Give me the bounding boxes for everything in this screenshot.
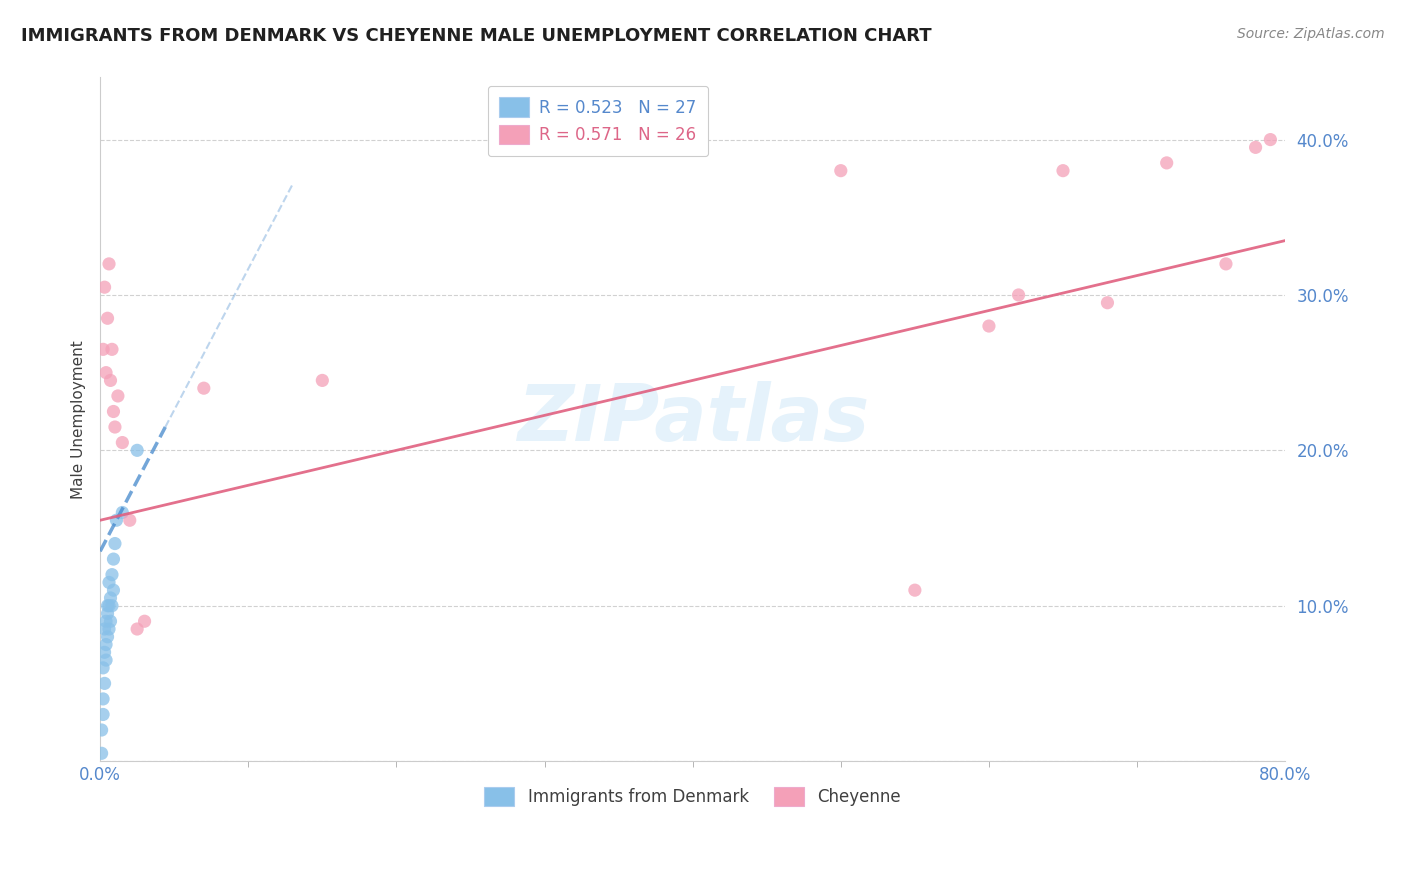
Point — [100, 591, 122, 605]
Point — [91, 707, 114, 722]
Point — [93, 622, 115, 636]
Point — [100, 373, 122, 387]
Point — [107, 389, 129, 403]
Point — [1097, 295, 1119, 310]
Point — [127, 443, 149, 458]
Legend: Immigrants from Denmark, Cheyenne: Immigrants from Denmark, Cheyenne — [477, 779, 910, 814]
Point — [193, 381, 215, 395]
Point — [904, 583, 927, 598]
Point — [104, 536, 127, 550]
Point — [98, 575, 121, 590]
Y-axis label: Male Unemployment: Male Unemployment — [72, 340, 86, 499]
Point — [830, 163, 852, 178]
Point — [94, 614, 117, 628]
Text: IMMIGRANTS FROM DENMARK VS CHEYENNE MALE UNEMPLOYMENT CORRELATION CHART: IMMIGRANTS FROM DENMARK VS CHEYENNE MALE… — [21, 27, 932, 45]
Point — [98, 257, 121, 271]
Point — [96, 599, 118, 613]
Point — [103, 552, 125, 566]
Point — [104, 420, 127, 434]
Point — [91, 661, 114, 675]
Point — [103, 583, 125, 598]
Point — [1260, 132, 1282, 146]
Point — [127, 622, 149, 636]
Point — [977, 319, 1000, 334]
Point — [90, 723, 112, 737]
Point — [98, 599, 121, 613]
Point — [94, 366, 117, 380]
Point — [134, 614, 156, 628]
Point — [93, 280, 115, 294]
Point — [96, 630, 118, 644]
Point — [93, 645, 115, 659]
Point — [1052, 163, 1074, 178]
Text: ZIPatlas: ZIPatlas — [516, 381, 869, 458]
Point — [90, 747, 112, 761]
Point — [100, 614, 122, 628]
Point — [91, 343, 114, 357]
Point — [103, 404, 125, 418]
Point — [94, 653, 117, 667]
Text: Source: ZipAtlas.com: Source: ZipAtlas.com — [1237, 27, 1385, 41]
Point — [91, 692, 114, 706]
Point — [105, 513, 128, 527]
Point — [111, 506, 134, 520]
Point — [1215, 257, 1237, 271]
Point — [118, 513, 141, 527]
Point — [96, 311, 118, 326]
Point — [98, 622, 121, 636]
Point — [311, 373, 333, 387]
Point — [101, 343, 124, 357]
Point — [101, 599, 124, 613]
Point — [1244, 140, 1267, 154]
Point — [1156, 156, 1178, 170]
Point — [101, 567, 124, 582]
Point — [1007, 288, 1029, 302]
Point — [96, 607, 118, 621]
Point — [93, 676, 115, 690]
Point — [94, 638, 117, 652]
Point — [111, 435, 134, 450]
